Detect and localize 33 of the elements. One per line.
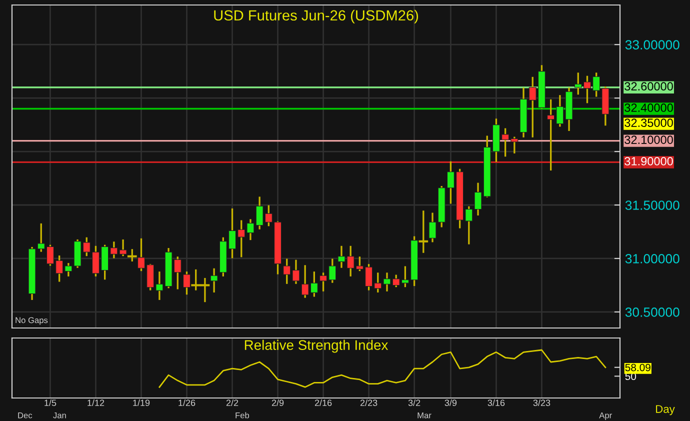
- text: Mar: [418, 412, 432, 418]
- x-tick-label: 3/2: [408, 399, 420, 406]
- x-tick-label: 2/2: [226, 399, 238, 406]
- x-tick-label: 3/16: [488, 399, 505, 406]
- text: Jan: [53, 412, 66, 418]
- text: 32.35000: [624, 118, 673, 127]
- text: Apr: [599, 412, 612, 420]
- x-tick-label: 2/23: [360, 399, 378, 406]
- ref-line-label: 31.90000: [624, 157, 673, 166]
- x-tick-label: 1/5: [44, 399, 56, 406]
- y-tick-label: 30.50000: [625, 308, 680, 317]
- candlestick: [119, 239, 127, 256]
- x-tick-label: 2/9: [272, 399, 284, 406]
- text: Feb: [236, 412, 250, 418]
- chart-title: USD Futures Jun-26 (USDM26): [214, 10, 418, 24]
- y-tick-label: 31.00000: [625, 254, 680, 264]
- ref-line-label: 32.60000: [624, 82, 673, 91]
- text: Dec: [18, 412, 32, 418]
- ref-line-label: 32.40000: [624, 104, 673, 112]
- y-tick-label: 33.00000: [625, 40, 680, 50]
- text: Day: [656, 405, 675, 416]
- x-tick-label: 3/9: [444, 399, 457, 406]
- x-tick-label: 1/19: [133, 399, 150, 406]
- candlestick: [210, 268, 218, 292]
- x-tick-label: 1/12: [88, 399, 104, 406]
- x-tick-label: 3/23: [533, 399, 550, 406]
- x-tick-label: 2/16: [314, 399, 332, 406]
- ref-line-label: 32.10000: [624, 136, 673, 144]
- y-tick-label: 58.09: [625, 364, 650, 372]
- x-tick-label: 1/26: [178, 399, 196, 406]
- y-tick-label: 31.50000: [625, 200, 680, 210]
- annotation: No Gaps: [16, 317, 48, 325]
- chart-title: Relative Strength Index: [244, 340, 388, 353]
